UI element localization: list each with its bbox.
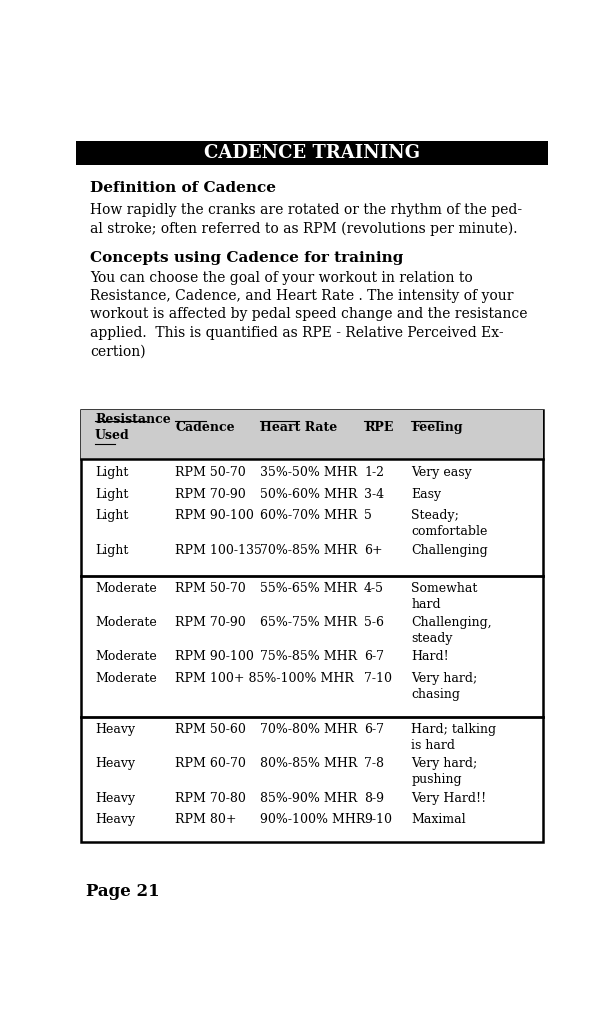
Text: RPM 60-70: RPM 60-70 bbox=[175, 757, 246, 770]
Text: 9-10: 9-10 bbox=[364, 813, 392, 826]
Text: RPM 70-90: RPM 70-90 bbox=[175, 488, 246, 501]
Text: Feeling: Feeling bbox=[411, 422, 463, 434]
Text: RPM 50-70: RPM 50-70 bbox=[175, 466, 246, 479]
Text: 50%-60% MHR: 50%-60% MHR bbox=[260, 488, 357, 501]
Text: Very easy: Very easy bbox=[411, 466, 472, 479]
FancyBboxPatch shape bbox=[76, 141, 548, 165]
Text: RPM 50-70: RPM 50-70 bbox=[175, 581, 246, 595]
Text: Steady;
comfortable: Steady; comfortable bbox=[411, 509, 488, 538]
Text: RPM 50-60: RPM 50-60 bbox=[175, 723, 246, 735]
Text: Light: Light bbox=[95, 509, 128, 523]
Text: Light: Light bbox=[95, 466, 128, 479]
Text: 7-10: 7-10 bbox=[364, 672, 392, 685]
Text: How rapidly the cranks are rotated or the rhythm of the ped-
al stroke; often re: How rapidly the cranks are rotated or th… bbox=[90, 203, 523, 236]
Text: 85%-90% MHR: 85%-90% MHR bbox=[260, 792, 357, 804]
Text: 3-4: 3-4 bbox=[364, 488, 384, 501]
Text: Cadence: Cadence bbox=[175, 422, 235, 434]
Text: Heart Rate: Heart Rate bbox=[260, 422, 337, 434]
Text: 70%-80% MHR: 70%-80% MHR bbox=[260, 723, 357, 735]
Text: 4-5: 4-5 bbox=[364, 581, 384, 595]
FancyBboxPatch shape bbox=[81, 409, 543, 459]
Text: 5-6: 5-6 bbox=[364, 616, 384, 629]
Text: 80%-85% MHR: 80%-85% MHR bbox=[260, 757, 357, 770]
Text: Definition of Cadence: Definition of Cadence bbox=[90, 180, 276, 195]
Text: 90%-100% MHR: 90%-100% MHR bbox=[260, 813, 365, 826]
Text: Very hard;
pushing: Very hard; pushing bbox=[411, 757, 477, 786]
Text: RPM 80+: RPM 80+ bbox=[175, 813, 237, 826]
Text: 60%-70% MHR: 60%-70% MHR bbox=[260, 509, 357, 523]
Text: Page 21: Page 21 bbox=[85, 884, 159, 900]
Text: 6-7: 6-7 bbox=[364, 651, 384, 664]
Text: 6+: 6+ bbox=[364, 543, 382, 557]
Text: RPM 90-100: RPM 90-100 bbox=[175, 509, 254, 523]
Text: Heavy: Heavy bbox=[95, 813, 135, 826]
Text: Concepts using Cadence for training: Concepts using Cadence for training bbox=[90, 251, 404, 265]
Text: Heavy: Heavy bbox=[95, 723, 135, 735]
Text: Hard; talking
is hard: Hard; talking is hard bbox=[411, 723, 496, 752]
Text: 35%-50% MHR: 35%-50% MHR bbox=[260, 466, 357, 479]
Text: 55%-65% MHR: 55%-65% MHR bbox=[260, 581, 357, 595]
Text: Challenging,
steady: Challenging, steady bbox=[411, 616, 492, 645]
Text: RPE: RPE bbox=[364, 422, 393, 434]
Text: RPM 70-80: RPM 70-80 bbox=[175, 792, 246, 804]
Text: 7-8: 7-8 bbox=[364, 757, 384, 770]
Text: Light: Light bbox=[95, 488, 128, 501]
Text: Moderate: Moderate bbox=[95, 581, 157, 595]
Text: You can choose the goal of your workout in relation to
Resistance, Cadence, and : You can choose the goal of your workout … bbox=[90, 270, 528, 358]
Text: RPM 90-100: RPM 90-100 bbox=[175, 651, 254, 664]
Text: 65%-75% MHR: 65%-75% MHR bbox=[260, 616, 357, 629]
Text: RPM 70-90: RPM 70-90 bbox=[175, 616, 246, 629]
Text: Challenging: Challenging bbox=[411, 543, 488, 557]
Text: Hard!: Hard! bbox=[411, 651, 449, 664]
Text: 5: 5 bbox=[364, 509, 372, 523]
Text: Heavy: Heavy bbox=[95, 792, 135, 804]
Text: Moderate: Moderate bbox=[95, 672, 157, 685]
Text: 1-2: 1-2 bbox=[364, 466, 384, 479]
Text: Resistance
Used: Resistance Used bbox=[95, 413, 171, 442]
Text: Moderate: Moderate bbox=[95, 651, 157, 664]
Text: 6-7: 6-7 bbox=[364, 723, 384, 735]
Text: Somewhat
hard: Somewhat hard bbox=[411, 581, 477, 610]
Text: Very hard;
chasing: Very hard; chasing bbox=[411, 672, 477, 701]
Text: Maximal: Maximal bbox=[411, 813, 466, 826]
Text: 70%-85% MHR: 70%-85% MHR bbox=[260, 543, 357, 557]
Text: Light: Light bbox=[95, 543, 128, 557]
Text: RPM 100-135: RPM 100-135 bbox=[175, 543, 262, 557]
Text: Easy: Easy bbox=[411, 488, 442, 501]
Text: 75%-85% MHR: 75%-85% MHR bbox=[260, 651, 357, 664]
Text: Moderate: Moderate bbox=[95, 616, 157, 629]
Text: CADENCE TRAINING: CADENCE TRAINING bbox=[204, 144, 420, 162]
Text: Heavy: Heavy bbox=[95, 757, 135, 770]
Text: RPM 100+ 85%-100% MHR: RPM 100+ 85%-100% MHR bbox=[175, 672, 354, 685]
Text: 8-9: 8-9 bbox=[364, 792, 384, 804]
Text: Very Hard!!: Very Hard!! bbox=[411, 792, 487, 804]
